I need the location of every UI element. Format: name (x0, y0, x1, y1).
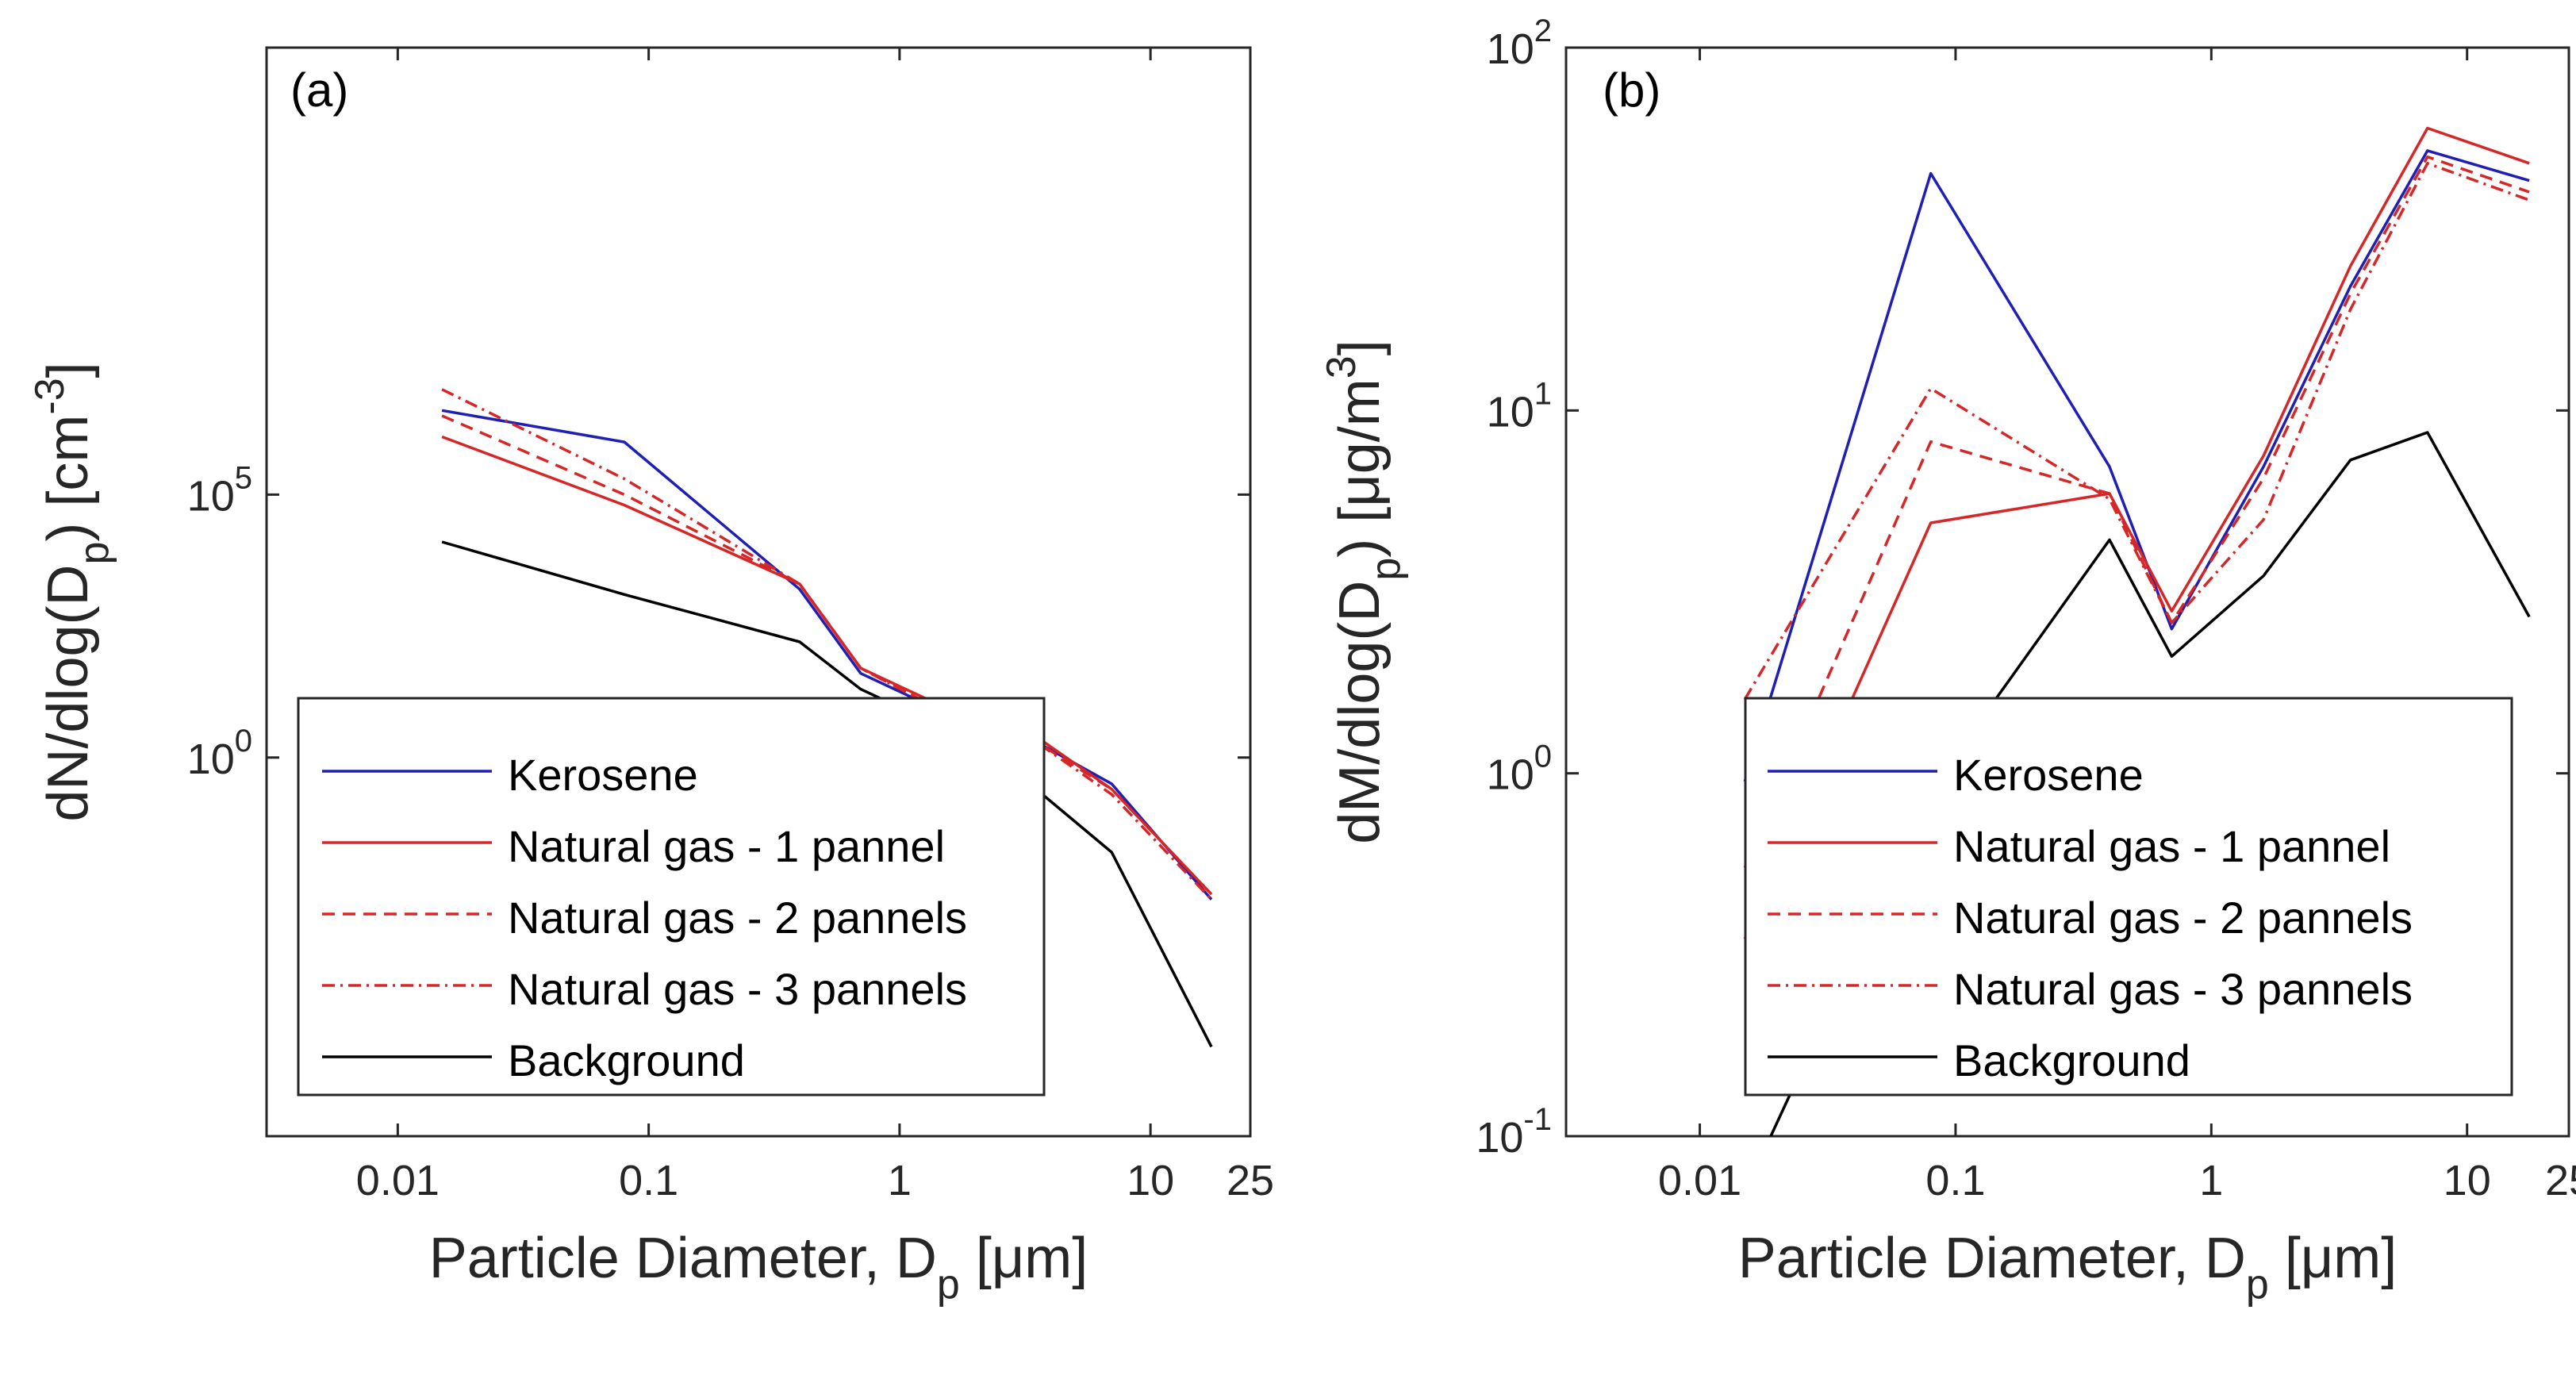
series-line-b-3 (1743, 162, 2530, 701)
y-tick-label-b-2: 101 (1487, 376, 1552, 436)
x-tick-label-a-2: 1 (888, 1157, 912, 1204)
x-tick-label-b-2: 1 (2199, 1157, 2223, 1204)
legend-label-ng1-b: Natural gas - 1 pannel (1953, 821, 2390, 871)
x-tick-label-a-3: 10 (1127, 1157, 1174, 1204)
x-tick-label-a-0: 0.01 (356, 1157, 440, 1204)
legend-box-a (297, 697, 1046, 1097)
legend-label-ng1-a: Natural gas - 1 pannel (508, 821, 945, 871)
legend-b: Kerosene Natural gas - 1 pannel Natural … (1744, 697, 2513, 1097)
legend-label-kerosene-a: Kerosene (508, 750, 698, 800)
x-axis-ticks-a: 0.01 0.1 1 10 25 (356, 48, 1274, 1204)
legend-box-b (1744, 697, 2513, 1097)
y-axis-label-b: dM/dlog(Dp) [μg/m3] (1319, 340, 1409, 843)
series-line-a-3 (441, 388, 1213, 901)
x-axis-label-a: Particle Diameter, Dp [μm] (429, 1227, 1088, 1308)
x-tick-label-b-3: 10 (2444, 1157, 2491, 1204)
legend-a: Kerosene Natural gas - 1 pannel Natural … (297, 697, 1046, 1097)
panel-label-b: (b) (1603, 63, 1660, 117)
x-axis-label-b: Particle Diameter, Dp [μm] (1738, 1227, 2397, 1308)
panel-a: 0.01 0.1 1 10 25 100 105 (a) Kerosene Natural… (27, 46, 1274, 1308)
y-tick-label-a-1: 105 (187, 460, 252, 520)
series-line-b-2 (1743, 155, 2530, 869)
y-axis-label-a: dN/dlog(Dp) [cm-3] (27, 362, 117, 821)
y-tick-label-b-0: 10-1 (1476, 1102, 1552, 1162)
y-tick-label-b-3: 102 (1487, 13, 1552, 73)
legend-label-background-a: Background (508, 1035, 745, 1085)
panel-b: 0.01 0.1 1 10 25 10-1 100 101 102 (b) Kerosene … (1319, 13, 2576, 1308)
legend-swatches-b (1768, 770, 1937, 1058)
legend-swatches-a (322, 770, 492, 1058)
x-axis-ticks-b: 0.01 0.1 1 10 25 (1658, 48, 2576, 1204)
x-tick-label-b-0: 0.01 (1658, 1157, 1741, 1204)
x-tick-label-b-1: 0.1 (1925, 1157, 1985, 1204)
y-axis-ticks-b: 10-1 100 101 102 (1476, 13, 2569, 1162)
series-line-b-0 (1743, 149, 2530, 782)
legend-label-ng3-b: Natural gas - 3 pannels (1953, 964, 2413, 1014)
x-tick-label-a-4: 25 (1227, 1157, 1274, 1204)
x-tick-label-b-4: 25 (2545, 1157, 2576, 1204)
series-line-a-2 (441, 414, 1213, 896)
legend-label-kerosene-b: Kerosene (1953, 750, 2144, 800)
legend-label-background-b: Background (1953, 1035, 2190, 1085)
series-line-b-1 (1743, 126, 2530, 939)
y-tick-label-a-0: 100 (187, 724, 252, 783)
legend-label-ng3-a: Natural gas - 3 pannels (508, 964, 967, 1014)
panel-label-a: (a) (290, 63, 348, 117)
y-axis-ticks-a: 100 105 (187, 460, 1250, 783)
legend-label-ng2-b: Natural gas - 2 pannels (1953, 893, 2413, 943)
legend-label-ng2-a: Natural gas - 2 pannels (508, 893, 967, 943)
y-tick-label-b-1: 100 (1487, 739, 1552, 799)
series-line-a-0 (441, 409, 1213, 901)
x-tick-label-a-1: 0.1 (619, 1157, 678, 1204)
